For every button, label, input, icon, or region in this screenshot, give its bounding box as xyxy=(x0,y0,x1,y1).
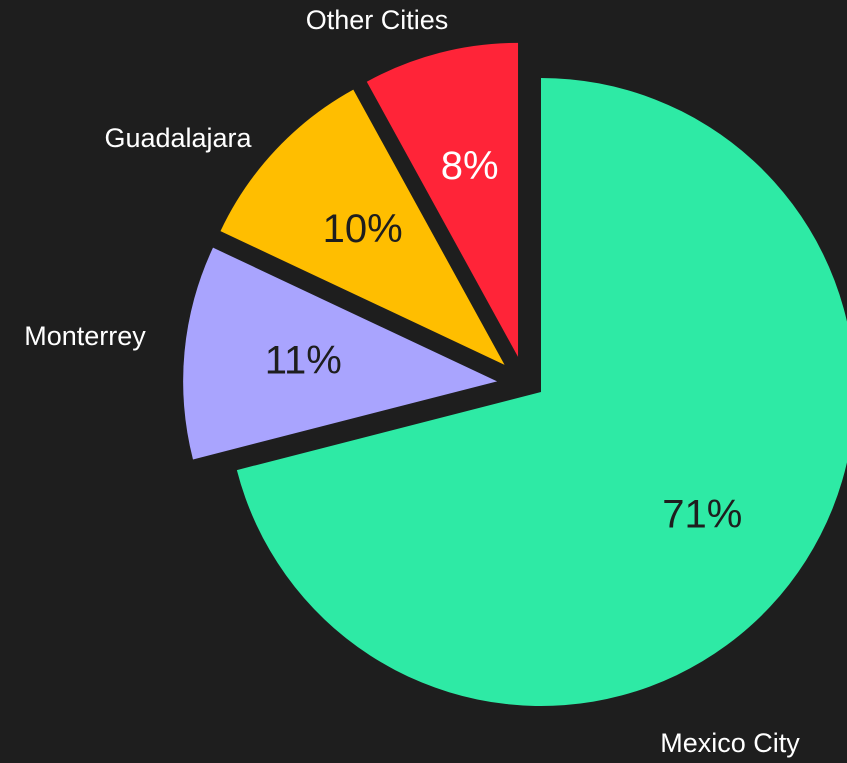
pie-slice xyxy=(236,78,847,706)
pie-slice xyxy=(183,247,498,460)
category-label: Mexico City xyxy=(660,728,800,758)
pie-slice xyxy=(366,42,519,357)
value-label: 10% xyxy=(323,207,403,251)
category-label: Guadalajara xyxy=(104,123,252,153)
category-label: Other Cities xyxy=(306,5,449,35)
value-label: 8% xyxy=(441,144,499,188)
value-label: 11% xyxy=(265,339,342,383)
category-label: Monterrey xyxy=(24,321,146,351)
pie-slice xyxy=(220,89,505,365)
value-label: 71% xyxy=(662,493,742,537)
